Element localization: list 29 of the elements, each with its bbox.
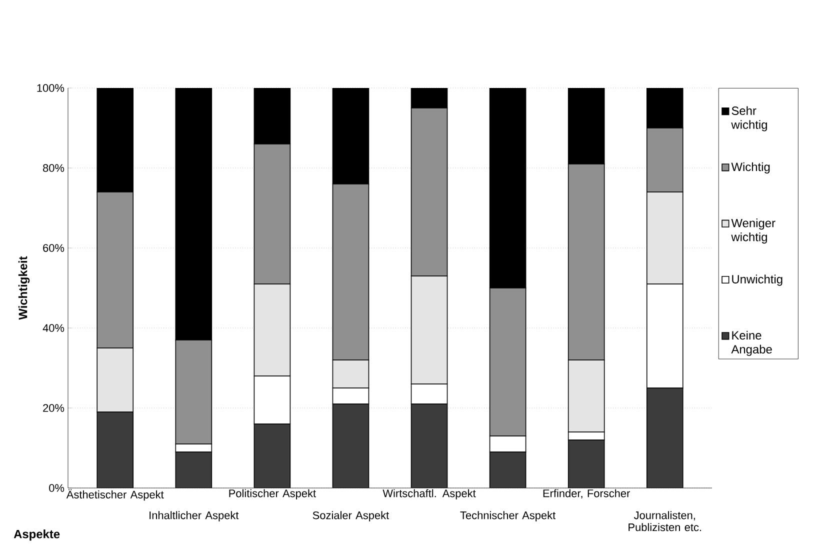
y-tick-label: 40%: [42, 324, 64, 332]
bar: [254, 424, 291, 488]
x-tick-label: Technischer Aspekt: [460, 511, 556, 522]
y-tick-label: 60%: [43, 244, 64, 252]
x-tick-label: Sozialer Aspekt: [312, 511, 390, 522]
bar: [568, 440, 605, 488]
y-tick-label: 100%: [37, 84, 64, 92]
x-tick-label: Ästhetischer Aspekt: [66, 489, 164, 501]
y-tick-label: 80%: [43, 164, 64, 172]
bar: [646, 388, 684, 488]
x-tick-label: Erfinder, Forscher: [543, 489, 630, 499]
x-tick-label: Inhaltlicher Aspekt: [150, 511, 239, 522]
y-tick-label: 20%: [43, 404, 64, 412]
bar: [175, 452, 212, 488]
y-tick-label: 0%: [49, 484, 64, 492]
bar: [410, 404, 448, 488]
legend-label: Wichtig: [731, 162, 770, 174]
bar: [489, 452, 526, 488]
legend-label: Sehr wichtig: [731, 106, 767, 132]
x-tick-label: Wirtschaftl. Aspekt: [382, 489, 476, 500]
legend-label: Weniger wichtig: [731, 218, 776, 244]
x-tick-label: Politischer Aspekt: [229, 489, 316, 500]
legend-label: Keine Angabe: [731, 330, 772, 356]
x-tick-label: Journalisten, Publizisten etc.: [628, 511, 702, 532]
bar: [96, 412, 134, 488]
bar: [332, 404, 370, 488]
legend-label: Unwichtig: [732, 274, 782, 286]
x-axis-title: Aspekte: [14, 530, 60, 541]
y-axis-title: Wichtigkeit: [18, 256, 30, 320]
